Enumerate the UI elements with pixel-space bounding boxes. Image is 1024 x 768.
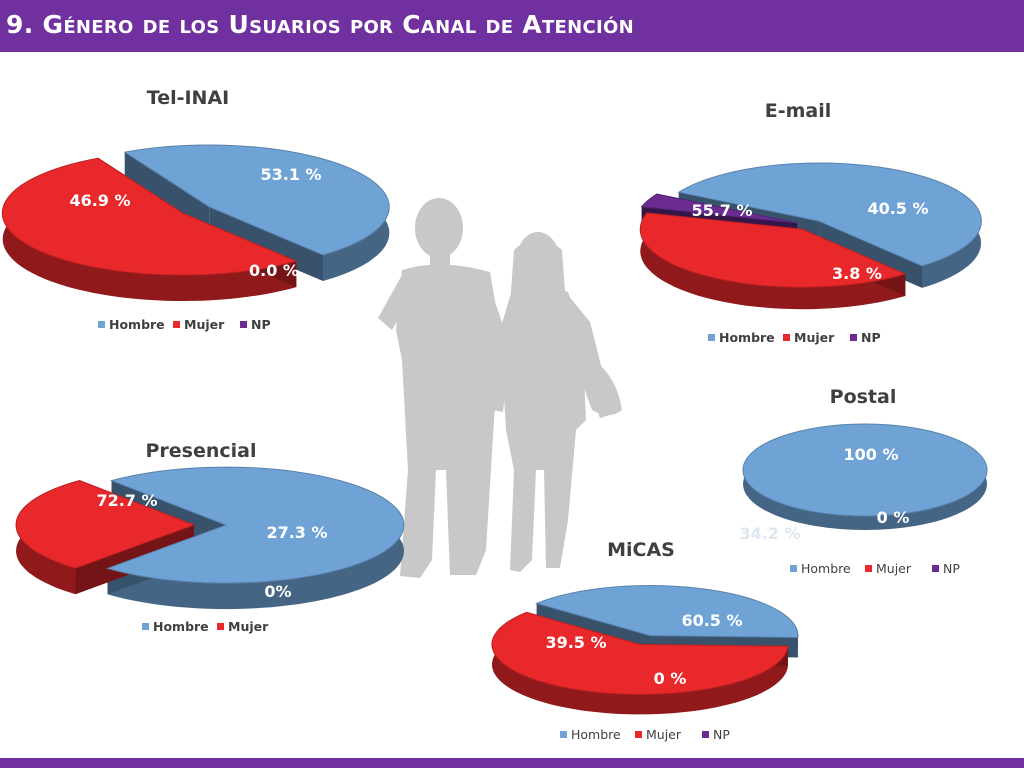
pie-side-mujer xyxy=(492,612,788,715)
pie-slice-mujer xyxy=(15,479,196,569)
legend-swatch-hombre xyxy=(790,565,797,572)
legend-swatch-np xyxy=(932,565,939,572)
pie-legend: Hombre Mujer NP xyxy=(708,330,881,345)
data-label-mujer: 53.1 % xyxy=(260,165,321,184)
data-label-np: 3.8 % xyxy=(832,264,882,283)
legend-label-mujer: Mujer xyxy=(646,727,682,742)
couple-silhouette xyxy=(378,198,622,578)
pie-title: MiCAS xyxy=(607,539,675,561)
legend-swatch-mujer xyxy=(783,334,790,341)
legend-swatch-mujer xyxy=(217,623,224,630)
legend-swatch-np xyxy=(240,321,247,328)
legend-label-hombre: Hombre xyxy=(571,727,621,742)
pie-side-mujer xyxy=(2,158,297,301)
legend-label-mujer: Mujer xyxy=(184,317,225,332)
pie-legend: Hombre Mujer NP xyxy=(98,317,271,332)
pie-slice-hombre xyxy=(742,423,988,517)
pie-slice-mujer xyxy=(1,157,298,276)
data-label-hombre: 100 % xyxy=(844,445,899,464)
legend-label-hombre: Hombre xyxy=(801,561,851,576)
legend-label-mujer: Mujer xyxy=(876,561,912,576)
data-label-hombre: 72.7 % xyxy=(96,491,157,510)
legend-swatch-np xyxy=(702,731,709,738)
legend-swatch-np xyxy=(850,334,857,341)
pie-slice-hombre xyxy=(105,466,405,584)
legend-swatch-hombre xyxy=(560,731,567,738)
legend-swatch-mujer xyxy=(173,321,180,328)
pie-legend: Hombre Mujer NP xyxy=(790,561,960,576)
legend-swatch-mujer xyxy=(635,731,642,738)
footer-bar xyxy=(0,758,1024,768)
data-label-mujer: 0 % xyxy=(877,508,910,527)
pie-slice-mujer xyxy=(491,611,789,695)
pie-title: Presencial xyxy=(145,440,256,462)
pie-slice-mujer xyxy=(639,212,907,288)
pie-side-hombre xyxy=(678,163,981,288)
data-label-mujer: 60.5 % xyxy=(681,611,742,630)
legend-label-hombre: Hombre xyxy=(153,619,209,634)
legend-label-mujer: Mujer xyxy=(228,619,269,634)
pie-slice-np xyxy=(640,193,798,224)
title-banner xyxy=(0,0,1024,52)
data-label-hombre: 55.7 % xyxy=(691,201,752,220)
pie-slice-hombre xyxy=(677,162,982,267)
legend-label-np: NP xyxy=(861,330,881,345)
legend-label-np: NP xyxy=(943,561,960,576)
pie-title: Postal xyxy=(830,386,897,408)
pie-legend: Hombre Mujer NP xyxy=(560,727,730,742)
data-label-np: 0 % xyxy=(654,669,687,688)
legend-label-mujer: Mujer xyxy=(794,330,835,345)
legend-label-np: NP xyxy=(713,727,730,742)
legend-swatch-hombre xyxy=(142,623,149,630)
pie-legend: Hombre Mujer xyxy=(142,619,269,634)
data-label-hombre: 46.9 % xyxy=(69,191,130,210)
data-label-mujer: 27.3 % xyxy=(266,523,327,542)
pie-title: Tel-INAI xyxy=(147,87,229,109)
pie-side-mujer xyxy=(640,212,906,310)
pie-slice-hombre xyxy=(123,144,390,256)
data-label-np: 0.0 % xyxy=(249,261,299,280)
data-label-np: 0% xyxy=(264,582,291,601)
pie-title: E-mail xyxy=(765,100,832,122)
data-label-mujer: 40.5 % xyxy=(867,199,928,218)
pie-chart-5: MiCAS 39.5 % 60.5 % 0 % Hombre Mujer NP xyxy=(491,539,799,742)
data-label-np: 34.2 % xyxy=(739,524,800,543)
page-title: 9. Género de los Usuarios por Canal de A… xyxy=(6,10,634,39)
pie-slice-hombre xyxy=(535,585,799,639)
legend-swatch-mujer xyxy=(865,565,872,572)
pie-chart-1: Tel-INAI 46.9 % 53.1 % 0.0 % Hombre Mujer NP xyxy=(1,87,390,332)
legend-label-hombre: Hombre xyxy=(719,330,775,345)
legend-swatch-hombre xyxy=(708,334,715,341)
legend-label-np: NP xyxy=(251,317,271,332)
legend-label-hombre: Hombre xyxy=(109,317,165,332)
legend-swatch-hombre xyxy=(98,321,105,328)
pie-chart-2: E-mail 55.7 % 40.5 % 3.8 % Hombre Mujer NP xyxy=(639,100,982,345)
data-label-hombre: 39.5 % xyxy=(545,633,606,652)
pie-edge-hombre xyxy=(124,152,210,233)
pie-chart-4: Postal 100 % 0 % 34.2 % Hombre Mujer NP xyxy=(739,386,988,576)
pie-chart-3: Presencial 72.7 % 27.3 % 0% Hombre Mujer xyxy=(15,440,405,634)
